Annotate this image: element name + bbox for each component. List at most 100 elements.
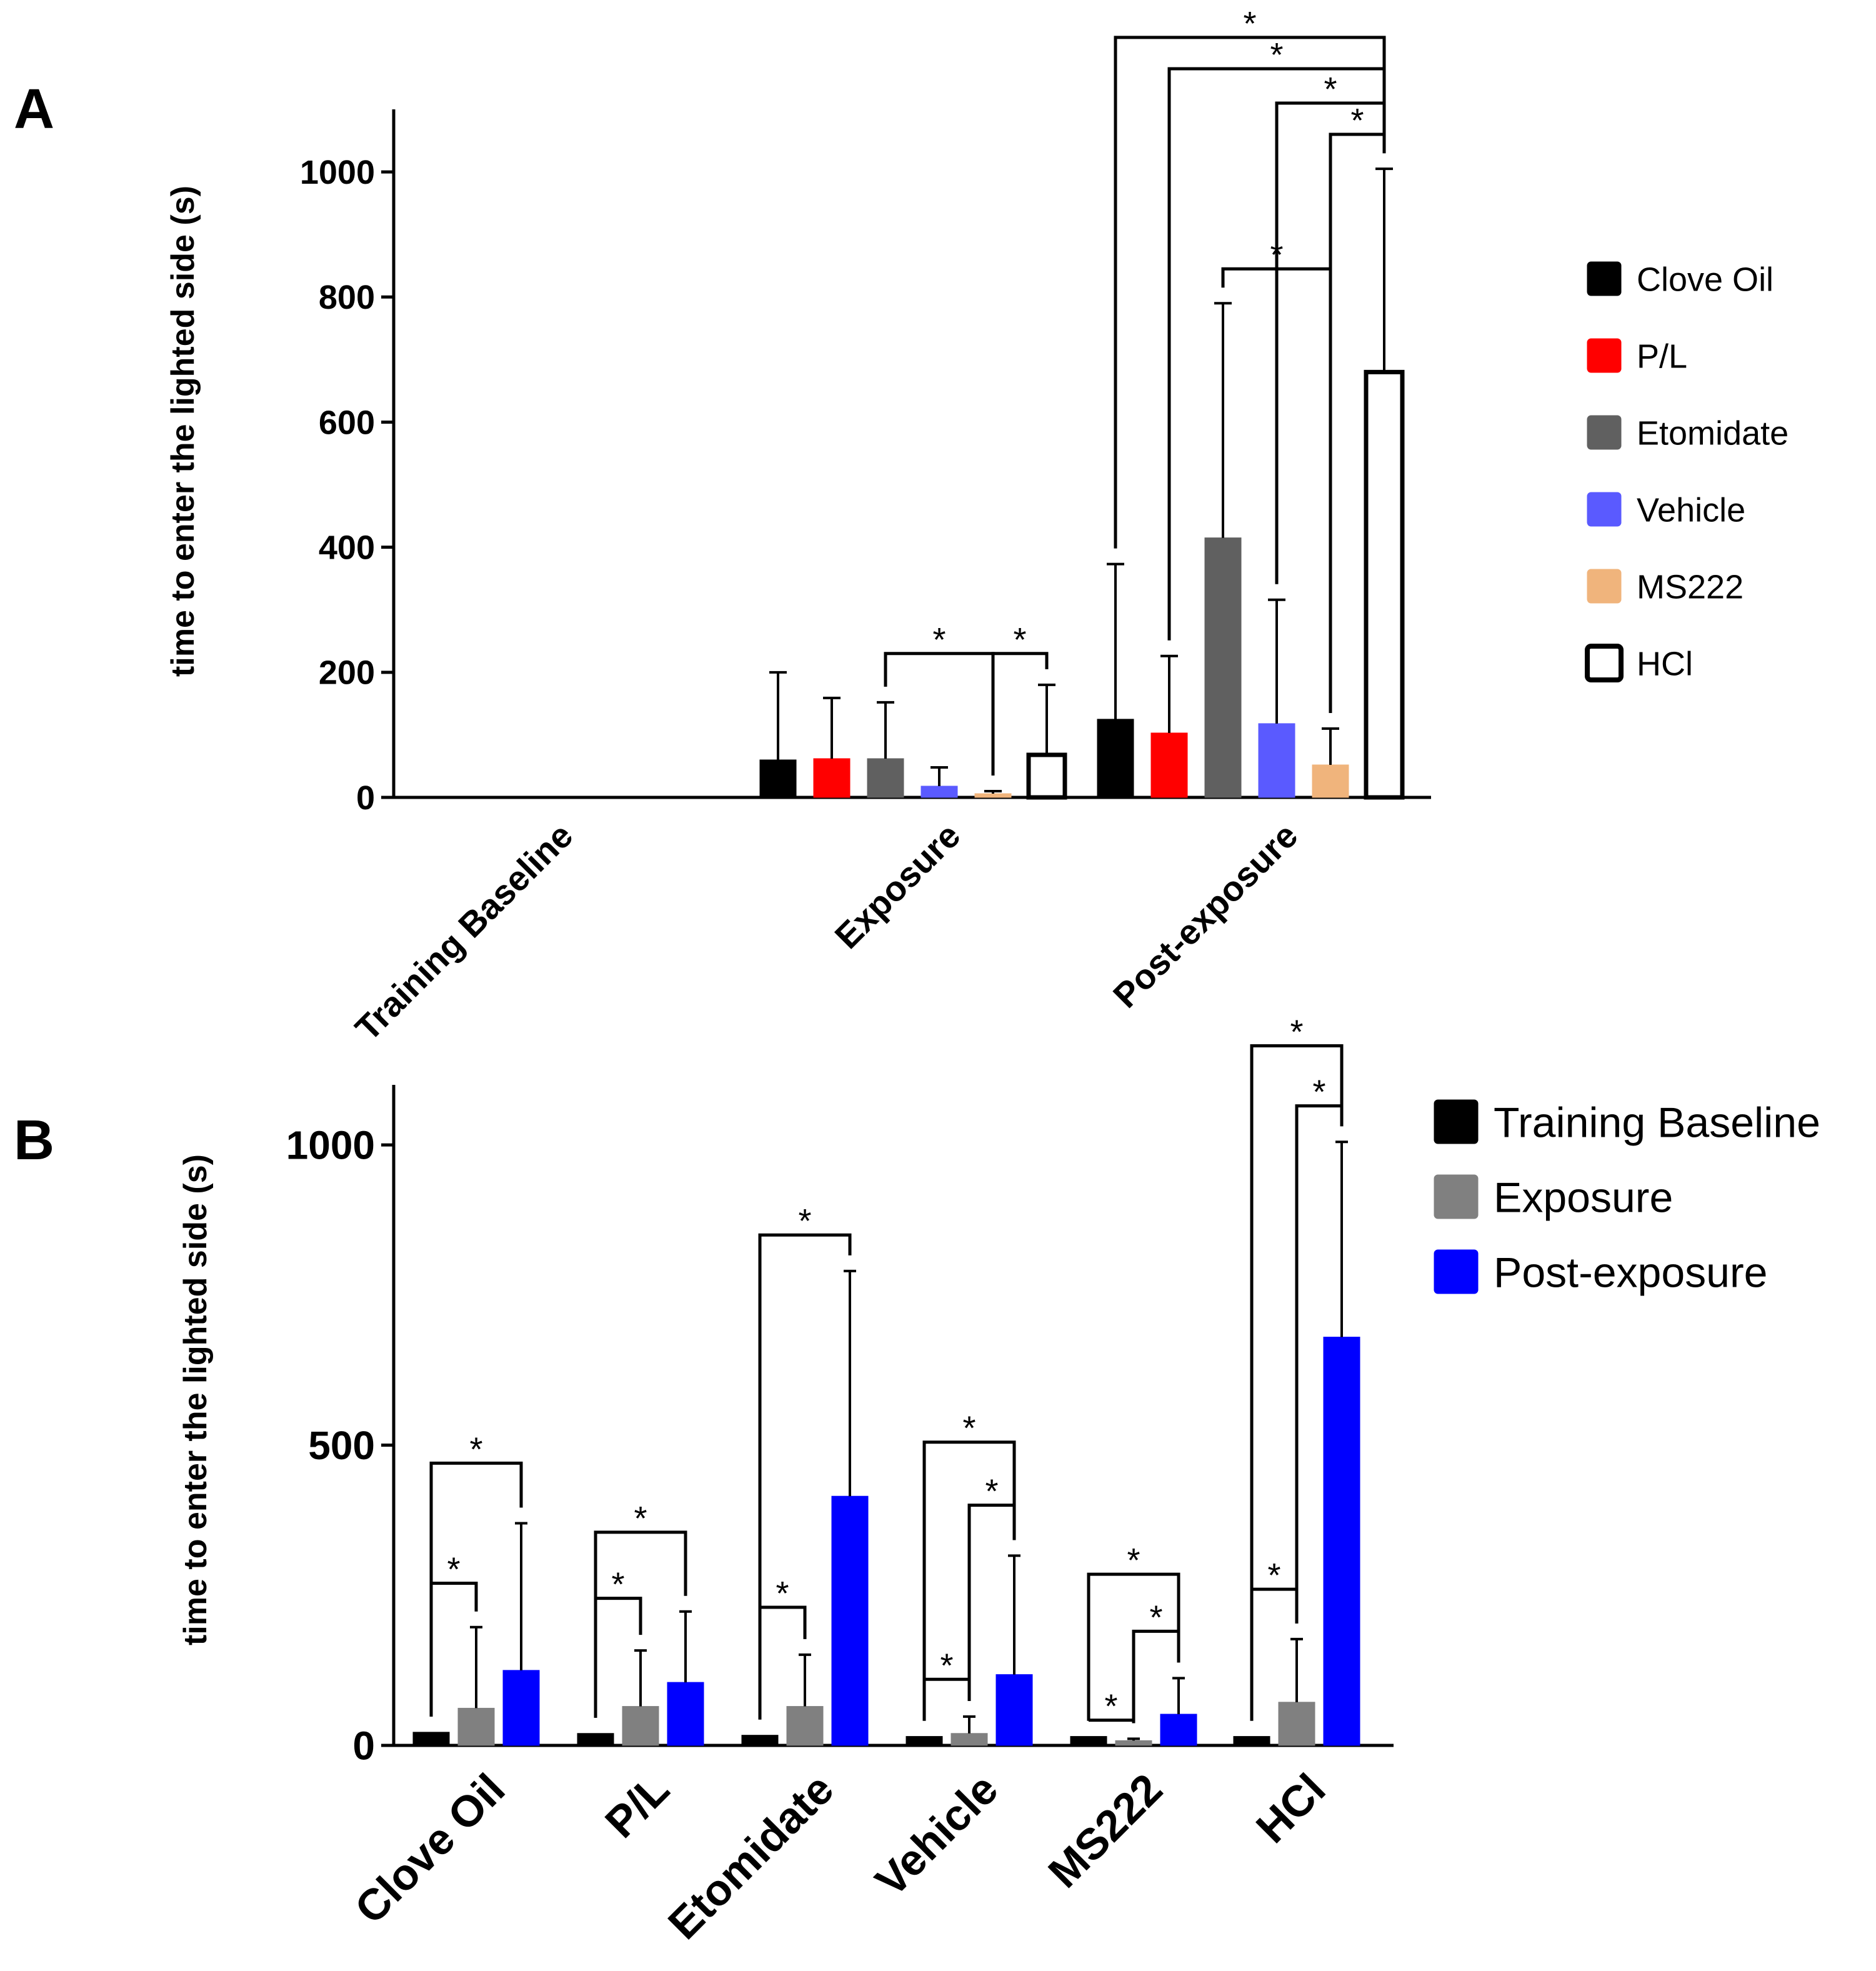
x-tick-label-clove-oil: Clove Oil: [346, 1764, 514, 1933]
legend-swatch-ms222: [1587, 569, 1622, 604]
significance-star: *: [469, 1430, 482, 1468]
legend-swatch-training-baseline: [1434, 1099, 1479, 1144]
legend-label-vehicle: Vehicle: [1637, 491, 1745, 529]
bar-clove-oil-post-exposure: [1097, 719, 1134, 798]
bar-training-baseline-hcl: [1233, 1736, 1270, 1746]
significance-star: *: [1104, 1688, 1117, 1725]
significance-star: *: [932, 621, 945, 659]
x-tick-label-p-l: P/L: [596, 1764, 678, 1847]
y-tick-label: 0: [352, 1723, 375, 1768]
bar-ms222-post-exposure: [1312, 764, 1349, 798]
legend-swatch-p-l: [1587, 338, 1622, 373]
significance-bracket: [594, 1530, 687, 1718]
significance-bracket: [1250, 1044, 1344, 1721]
legend-label-exposure: Exposure: [1494, 1174, 1673, 1221]
significance-star: *: [1270, 36, 1283, 74]
x-tick-label-exposure: Exposure: [827, 816, 967, 956]
significance-star: *: [962, 1410, 975, 1447]
bar-post-exposure-clove-oil: [502, 1670, 540, 1746]
significance-star: *: [1312, 1074, 1325, 1111]
panel-b-label: B: [14, 1109, 54, 1172]
legend-swatch-etomidate: [1587, 415, 1622, 450]
x-tick-label-hcl: HCl: [1247, 1764, 1334, 1852]
significance-bracket: [758, 1605, 807, 1720]
significance-bracket: [594, 1597, 642, 1718]
significance-star: *: [1350, 102, 1364, 139]
legend-label-hcl: HCl: [1637, 645, 1693, 682]
bar-hcl-exposure: [1026, 752, 1067, 800]
bar-training-baseline-vehicle: [906, 1736, 943, 1746]
significance-bracket: [1275, 101, 1386, 584]
legend-swatch-exposure: [1434, 1174, 1479, 1219]
bar-p-l-exposure: [813, 758, 851, 798]
bar-post-exposure-ms222: [1160, 1714, 1197, 1746]
legend-label-clove-oil: Clove Oil: [1637, 261, 1774, 298]
significance-bracket: [991, 652, 1049, 776]
significance-bracket: [1132, 1629, 1180, 1724]
bar-ms222-exposure: [974, 793, 1012, 798]
panel-a-label: A: [14, 78, 54, 141]
bar-training-baseline-clove-oil: [412, 1732, 450, 1746]
significance-bracket: [1250, 1587, 1299, 1721]
significance-bracket: [922, 1440, 1016, 1721]
y-tick-label: 400: [319, 529, 375, 567]
x-tick-label-training-baseline: Training Baseline: [347, 816, 580, 1048]
significance-bracket: [758, 1233, 852, 1720]
bar-exposure-ms222: [1115, 1740, 1152, 1746]
bar-p-l-post-exposure: [1150, 732, 1188, 798]
significance-bracket: [1114, 36, 1386, 549]
bar-post-exposure-etomidate: [831, 1495, 869, 1746]
bar-clove-oil-exposure: [759, 759, 797, 798]
bar-training-baseline-ms222: [1070, 1736, 1107, 1746]
significance-star: *: [611, 1566, 624, 1604]
bar-exposure-clove-oil: [457, 1707, 495, 1746]
y-tick-label: 1000: [286, 1122, 375, 1167]
bar-post-exposure-p-l: [667, 1682, 704, 1746]
y-tick-label: 200: [319, 654, 375, 692]
bar-hcl-post-exposure: [1364, 369, 1405, 800]
significance-star: *: [1149, 1599, 1162, 1636]
legend-swatch-post-exposure: [1434, 1249, 1479, 1294]
x-tick-label-ms222: MS222: [1039, 1764, 1172, 1897]
significance-star: *: [1324, 71, 1337, 108]
legend-swatch-vehicle: [1587, 492, 1622, 527]
significance-star: *: [1127, 1542, 1140, 1579]
significance-bracket: [922, 1677, 971, 1721]
bar-post-exposure-hcl: [1323, 1337, 1360, 1746]
significance-star: *: [776, 1575, 789, 1612]
x-tick-label-vehicle: Vehicle: [866, 1764, 1007, 1905]
y-tick-label: 800: [319, 279, 375, 316]
significance-star: *: [1290, 1014, 1303, 1051]
legend-label-ms222: MS222: [1637, 568, 1744, 606]
bar-post-exposure-vehicle: [995, 1674, 1033, 1746]
legend-label-p-l: P/L: [1637, 337, 1687, 375]
y-tick-label: 600: [319, 404, 375, 441]
legend-label-training-baseline: Training Baseline: [1494, 1099, 1820, 1146]
bar-etomidate-post-exposure: [1204, 537, 1242, 798]
legend-swatch-hcl: [1585, 644, 1624, 682]
y-axis-label-b: time to enter the lighted side (s): [177, 1154, 214, 1645]
bar-training-baseline-etomidate: [741, 1735, 779, 1746]
bar-exposure-vehicle: [950, 1733, 988, 1746]
bar-exposure-hcl: [1278, 1702, 1315, 1746]
significance-bracket: [967, 1504, 1016, 1701]
legend-label-post-exposure: Post-exposure: [1494, 1249, 1767, 1296]
bar-vehicle-post-exposure: [1258, 723, 1295, 798]
chart-panel-a: 0 200 400 600 800 1000 Training Baseline Exposu…: [300, 5, 1789, 1048]
significance-star: *: [1243, 5, 1256, 42]
y-tick-label: 500: [308, 1423, 375, 1468]
y-tick-label: 0: [356, 779, 375, 817]
bar-etomidate-exposure: [867, 758, 904, 798]
significance-star: *: [1013, 621, 1026, 659]
significance-star: *: [940, 1647, 953, 1684]
x-tick-label-etomidate: Etomidate: [659, 1764, 842, 1948]
y-axis-label-a: time to enter the lighted side (s): [165, 186, 201, 677]
significance-star: *: [985, 1473, 998, 1510]
bar-exposure-etomidate: [786, 1706, 824, 1746]
bar-training-baseline-p-l: [577, 1733, 614, 1746]
bar-exposure-p-l: [622, 1706, 659, 1746]
significance-bracket: [429, 1461, 523, 1717]
significance-bracket: [1329, 132, 1386, 713]
